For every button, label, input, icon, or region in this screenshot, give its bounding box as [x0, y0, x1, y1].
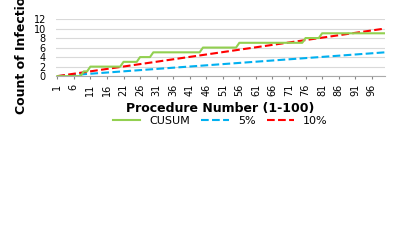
10% — [118, 66, 122, 68]
CUSUM — [360, 32, 364, 35]
CUSUM — [369, 32, 374, 35]
CUSUM — [250, 41, 255, 44]
5% — [55, 75, 60, 78]
5% — [356, 53, 361, 56]
Line: 10%: 10% — [57, 28, 385, 76]
10% — [55, 75, 60, 78]
Line: CUSUM: CUSUM — [57, 33, 385, 76]
10% — [366, 29, 371, 32]
CUSUM — [131, 60, 136, 63]
10% — [224, 50, 228, 53]
5% — [224, 62, 228, 65]
Y-axis label: Count of Infections: Count of Infections — [15, 0, 28, 114]
10% — [250, 46, 255, 49]
CUSUM — [118, 65, 122, 68]
10% — [356, 31, 361, 34]
CUSUM — [320, 32, 324, 35]
CUSUM — [382, 32, 387, 35]
Legend: CUSUM, 5%, 10%: CUSUM, 5%, 10% — [108, 111, 332, 130]
5% — [382, 51, 387, 54]
5% — [366, 52, 371, 55]
Line: 5%: 5% — [57, 52, 385, 76]
10% — [131, 64, 136, 67]
X-axis label: Procedure Number (1-100): Procedure Number (1-100) — [126, 102, 314, 115]
CUSUM — [224, 46, 228, 49]
5% — [118, 70, 122, 73]
5% — [131, 69, 136, 72]
CUSUM — [55, 75, 60, 78]
5% — [250, 60, 255, 63]
10% — [382, 27, 387, 30]
